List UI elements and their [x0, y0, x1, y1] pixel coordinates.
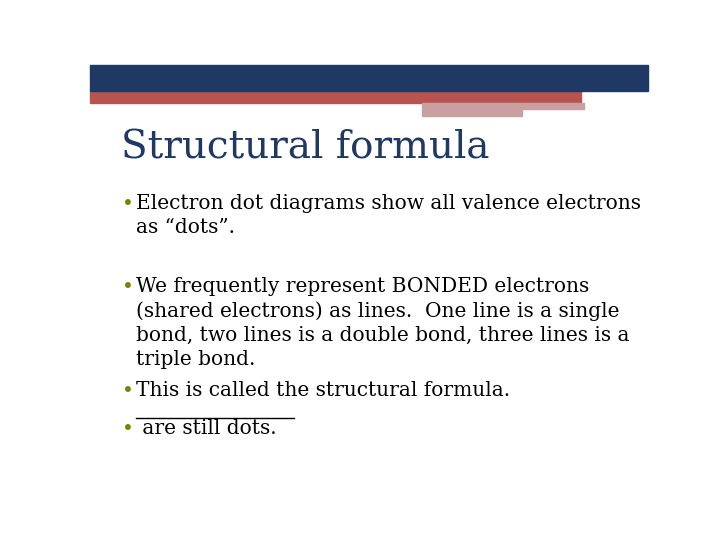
Text: •: • — [122, 381, 134, 400]
Bar — [422, 110, 523, 116]
Text: •: • — [122, 194, 134, 213]
Bar — [90, 91, 581, 103]
Bar — [90, 65, 648, 91]
Bar — [422, 103, 584, 109]
Text: •: • — [122, 419, 134, 438]
Text: are still dots.: are still dots. — [136, 419, 276, 438]
Text: Electron dot diagrams show all valence electrons
as “dots”.: Electron dot diagrams show all valence e… — [136, 194, 641, 237]
Text: We frequently represent BONDED electrons
(shared electrons) as lines.  One line : We frequently represent BONDED electrons… — [136, 277, 629, 369]
Text: Structural formula: Structural formula — [121, 129, 489, 166]
Text: This is called the structural formula.: This is called the structural formula. — [136, 381, 510, 400]
Text: •: • — [122, 277, 134, 296]
